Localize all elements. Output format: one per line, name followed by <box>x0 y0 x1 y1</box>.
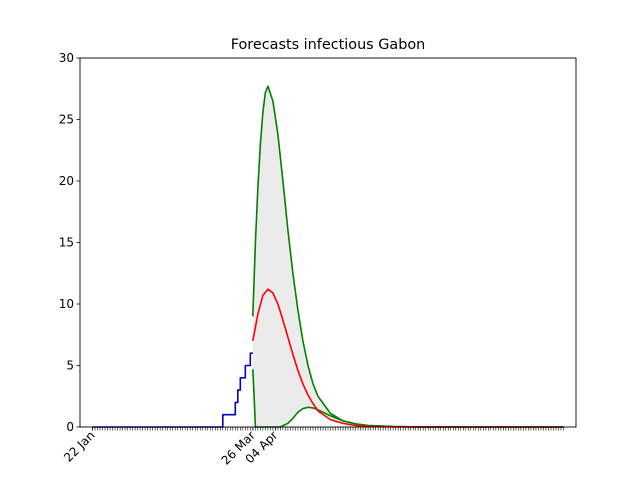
band-layer <box>252 86 564 428</box>
y-tick-label: 20 <box>59 174 74 188</box>
y-axis: 0 5 10 15 20 25 30 <box>59 51 80 434</box>
y-tick-label: 0 <box>66 420 74 434</box>
observed-line <box>92 352 253 428</box>
confidence-band <box>252 86 564 428</box>
y-tick-label: 10 <box>59 297 74 311</box>
chart-title: Forecasts infectious Gabon <box>231 37 426 53</box>
plot-border <box>79 57 577 428</box>
y-tick-label: 15 <box>59 236 74 250</box>
plot-frame <box>79 57 577 428</box>
lines-layer <box>92 85 564 428</box>
y-tick-label: 25 <box>59 113 74 127</box>
y-tick-label: 5 <box>66 359 74 373</box>
y-tick-label: 30 <box>59 51 74 65</box>
